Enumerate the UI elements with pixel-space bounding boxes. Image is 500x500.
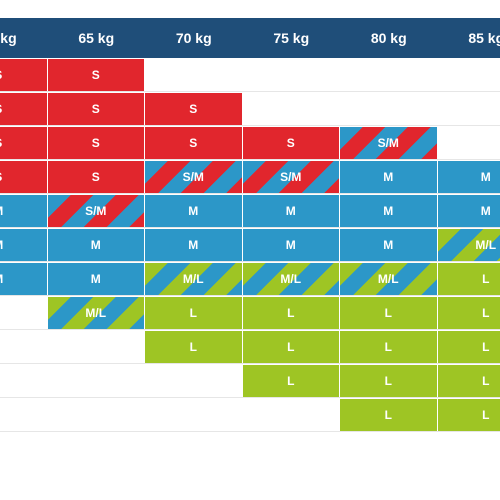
size-cell: M xyxy=(145,229,243,261)
size-cell: S xyxy=(47,93,145,125)
size-cell: L xyxy=(242,331,340,363)
size-cell: S/M xyxy=(47,195,145,227)
size-cell: L xyxy=(242,297,340,329)
size-cell: M xyxy=(242,229,340,261)
size-cell: S/M xyxy=(145,161,243,193)
size-cell: L xyxy=(437,297,500,329)
size-cell: L xyxy=(340,399,438,431)
size-cell: S xyxy=(0,93,48,125)
size-cell: L xyxy=(437,365,500,397)
size-cell: M/L xyxy=(242,263,340,295)
size-cell: S xyxy=(47,161,145,193)
size-cell: L xyxy=(437,331,500,363)
size-cell: M xyxy=(145,195,243,227)
size-cell: M/L xyxy=(145,263,243,295)
size-cell: L xyxy=(145,331,243,363)
weight-header-60: 60 kg xyxy=(0,30,17,46)
weight-header-85: 85 kg xyxy=(468,30,500,46)
size-cell: M/L xyxy=(47,297,145,329)
size-cell: M xyxy=(437,161,500,193)
size-cell: L xyxy=(145,297,243,329)
size-cell: M xyxy=(47,263,145,295)
size-cell: M xyxy=(0,195,48,227)
table-row: SSS xyxy=(0,92,500,126)
size-cell: S xyxy=(47,127,145,159)
size-cell: S/M xyxy=(340,127,438,159)
size-cell: S xyxy=(242,127,340,159)
size-cell: M xyxy=(340,161,438,193)
weight-header-75: 75 kg xyxy=(273,30,310,46)
size-cell: M xyxy=(437,195,500,227)
size-cell: M xyxy=(47,229,145,261)
size-cell: L xyxy=(340,331,438,363)
table-row: SSS/MS/MMM xyxy=(0,160,500,194)
table-row: M/L L L L L xyxy=(0,296,500,330)
table-row: SS xyxy=(0,58,500,92)
size-cell: M xyxy=(0,229,48,261)
size-cell: M xyxy=(340,195,438,227)
size-cell: M xyxy=(242,195,340,227)
size-cell: S xyxy=(0,59,48,91)
size-cell: S xyxy=(0,161,48,193)
size-cell: S xyxy=(145,127,243,159)
size-cell: M/L xyxy=(340,263,438,295)
size-cell: L xyxy=(437,263,500,295)
weight-header-row: 60 kg 65 kg 70 kg 75 kg 80 kg 85 kg xyxy=(0,18,500,58)
size-cell: L xyxy=(437,399,500,431)
size-cell: M xyxy=(340,229,438,261)
size-cell: S xyxy=(0,127,48,159)
size-cell: S xyxy=(145,93,243,125)
size-cell: S xyxy=(47,59,145,91)
table-row: MMM/LM/LM/LL xyxy=(0,262,500,296)
size-cell: L xyxy=(340,297,438,329)
size-cell: S/M xyxy=(242,161,340,193)
weight-header-80: 80 kg xyxy=(370,30,407,46)
weight-header-65: 65 kg xyxy=(78,30,115,46)
size-cell: M/L xyxy=(437,229,500,261)
weight-header-70: 70 kg xyxy=(175,30,212,46)
size-cell: L xyxy=(242,365,340,397)
size-cell: M xyxy=(0,263,48,295)
size-cell: L xyxy=(340,365,438,397)
